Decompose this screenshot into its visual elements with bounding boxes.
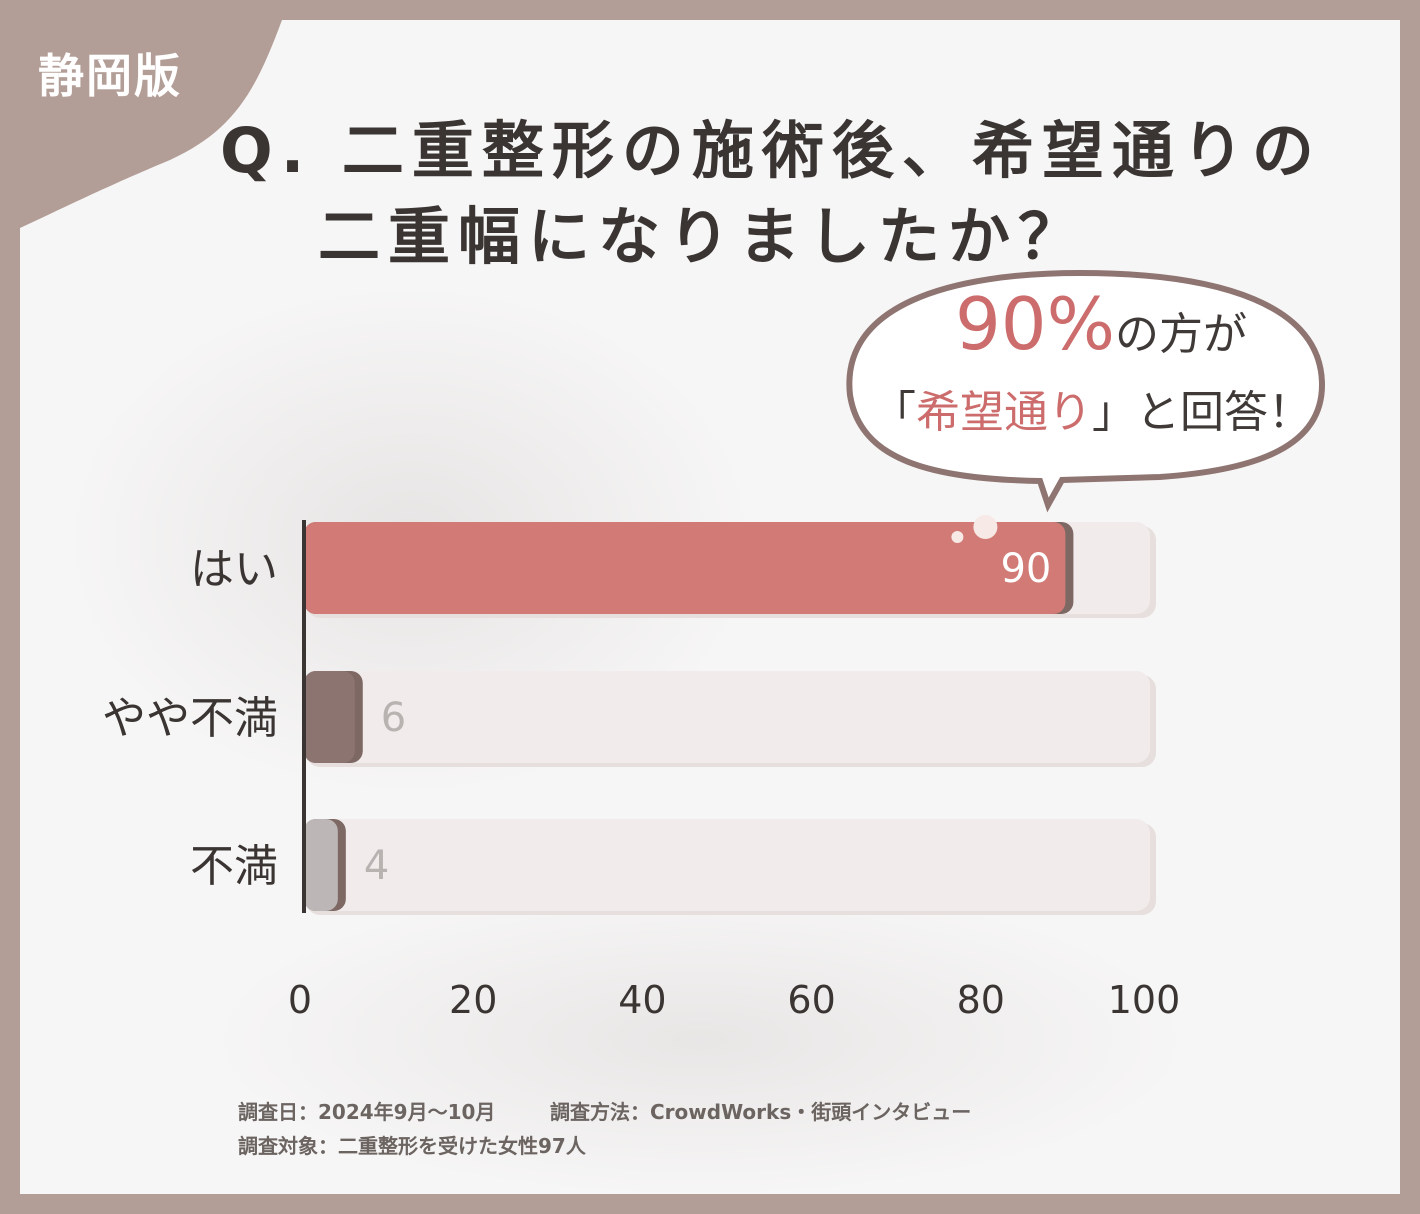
corner-badge-shape (20, 20, 282, 228)
category-label: はい (190, 544, 278, 595)
callout-line-1: 90%の方が (955, 282, 1247, 366)
x-tick-label: 60 (787, 978, 835, 1022)
callout-open-bracket: 「 (872, 387, 916, 438)
value-label: 4 (364, 843, 389, 889)
region-badge-label: 静岡版 (38, 49, 182, 103)
callout-highlight: 希望通り (916, 387, 1092, 438)
survey-target: 調査対象：二重整形を受けた女性97人 (238, 1134, 586, 1158)
background-shade (200, 880, 1200, 1194)
callout-percent: 90% (955, 282, 1116, 366)
x-tick-label: 20 (449, 978, 497, 1022)
callout-line2-text: 」と回答！ (1092, 387, 1312, 438)
bar-track (304, 671, 1150, 763)
callout-line-2: 「希望通り」と回答！ (872, 376, 1312, 440)
bar-track (304, 819, 1150, 911)
highlight-dot (973, 515, 998, 539)
speech-bubble (846, 269, 1326, 513)
x-tick-label: 40 (618, 978, 666, 1022)
category-label: やや不満 (102, 693, 278, 744)
callout-line1-text: の方が (1115, 309, 1248, 360)
survey-date: 調査日：2024年9月〜10月 (238, 1100, 496, 1124)
bar-2 (304, 671, 355, 763)
category-label: 不満 (190, 841, 278, 892)
x-tick-label: 80 (957, 978, 1005, 1022)
value-label: 6 (381, 695, 406, 741)
x-tick-label: 100 (1108, 978, 1181, 1022)
highlight-dot-small (951, 531, 964, 543)
question-title-line-1: Q. 二重整形の施術後、希望通りの (220, 114, 1322, 187)
survey-method: 調査方法：CrowdWorks・街頭インタビュー (550, 1100, 972, 1124)
question-title-line-2: 二重幅になりましたか？ (318, 200, 1089, 273)
bar-1 (304, 522, 1066, 614)
bar-3 (304, 819, 338, 911)
value-label: 90 (1000, 546, 1051, 592)
x-tick-label: 0 (288, 978, 312, 1022)
